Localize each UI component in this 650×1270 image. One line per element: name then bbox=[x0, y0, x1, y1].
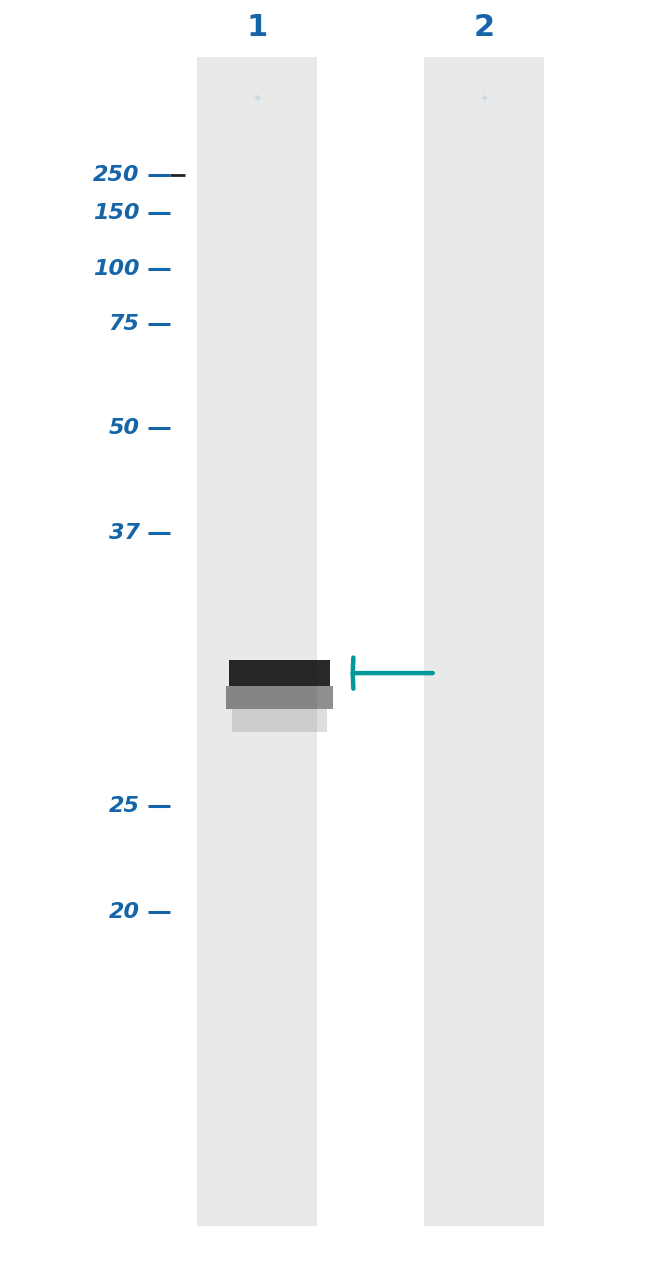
Text: 2: 2 bbox=[474, 14, 495, 42]
Text: 150: 150 bbox=[93, 203, 140, 224]
Bar bbox=[226, 686, 333, 709]
Text: 37: 37 bbox=[109, 523, 140, 544]
Bar bbox=[233, 709, 326, 732]
Text: 75: 75 bbox=[109, 314, 140, 334]
Bar bbox=[229, 660, 330, 686]
Bar bbox=[424, 57, 545, 1226]
Text: 250: 250 bbox=[93, 165, 140, 185]
Text: ✦: ✦ bbox=[480, 94, 489, 104]
Text: 100: 100 bbox=[93, 259, 140, 279]
Text: 1: 1 bbox=[246, 14, 267, 42]
Text: 20: 20 bbox=[109, 902, 140, 922]
Text: ✦: ✦ bbox=[252, 94, 261, 104]
Bar bbox=[196, 57, 317, 1226]
Text: 25: 25 bbox=[109, 796, 140, 817]
Text: 50: 50 bbox=[109, 418, 140, 438]
